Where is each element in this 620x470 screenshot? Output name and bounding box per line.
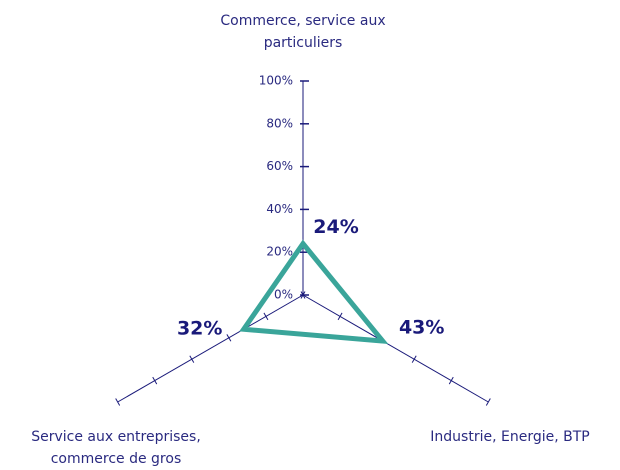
tick-mark (485, 398, 491, 406)
category-label: Commerce, service aux particuliers (220, 13, 386, 51)
value-label: 43% (399, 317, 444, 339)
tick-mark (337, 312, 343, 321)
tick-mark (300, 291, 306, 299)
tick-mark (189, 355, 195, 363)
tick-mark (263, 312, 269, 321)
category-label: Industrie, Energie, BTP (430, 429, 590, 445)
value-label: 32% (177, 318, 222, 340)
tick-mark (226, 334, 232, 342)
radar-line (239, 239, 389, 344)
tick-mark (152, 376, 158, 385)
value-label: 24% (313, 216, 358, 238)
axis-line (302, 294, 489, 403)
tick-mark (411, 355, 417, 363)
tick-mark (448, 376, 454, 385)
tick-label: 0% (274, 288, 293, 302)
tick-label: 20% (266, 245, 293, 259)
tick-label: 60% (266, 159, 293, 173)
category-label: Service aux entreprises, commerce de gro… (31, 429, 201, 467)
tick-label: 80% (266, 116, 293, 130)
tick-label: 40% (266, 202, 293, 216)
tick-label: 100% (259, 74, 293, 88)
tick-mark (115, 398, 121, 406)
axis-line (117, 294, 304, 403)
